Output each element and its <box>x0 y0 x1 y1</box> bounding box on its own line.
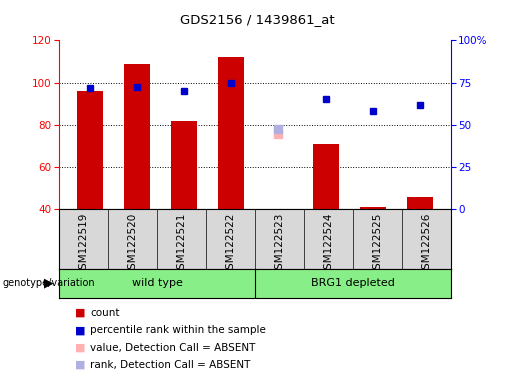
Bar <box>360 207 386 209</box>
Bar <box>218 57 244 209</box>
Text: count: count <box>90 308 119 318</box>
Text: GSM122523: GSM122523 <box>274 212 284 276</box>
Text: GSM122524: GSM122524 <box>323 212 333 276</box>
Text: ■: ■ <box>75 308 85 318</box>
Text: wild type: wild type <box>132 278 182 288</box>
Bar <box>171 121 197 209</box>
Text: GSM122521: GSM122521 <box>177 212 186 276</box>
Bar <box>124 64 150 209</box>
Text: ■: ■ <box>75 325 85 335</box>
Text: genotype/variation: genotype/variation <box>3 278 95 288</box>
Text: ■: ■ <box>75 343 85 353</box>
Text: value, Detection Call = ABSENT: value, Detection Call = ABSENT <box>90 343 255 353</box>
Text: ■: ■ <box>75 360 85 370</box>
Text: percentile rank within the sample: percentile rank within the sample <box>90 325 266 335</box>
Bar <box>77 91 103 209</box>
Text: GDS2156 / 1439861_at: GDS2156 / 1439861_at <box>180 13 335 26</box>
Bar <box>407 197 433 209</box>
Bar <box>313 144 338 209</box>
Text: GSM122519: GSM122519 <box>79 212 89 276</box>
Text: BRG1 depleted: BRG1 depleted <box>311 278 394 288</box>
Text: GSM122525: GSM122525 <box>372 212 382 276</box>
Text: GSM122526: GSM122526 <box>421 212 431 276</box>
Text: ▶: ▶ <box>44 277 54 290</box>
Text: rank, Detection Call = ABSENT: rank, Detection Call = ABSENT <box>90 360 250 370</box>
Text: GSM122520: GSM122520 <box>128 212 138 275</box>
Text: GSM122522: GSM122522 <box>226 212 235 276</box>
